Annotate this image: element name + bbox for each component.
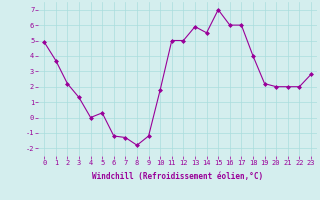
X-axis label: Windchill (Refroidissement éolien,°C): Windchill (Refroidissement éolien,°C) [92,172,263,181]
